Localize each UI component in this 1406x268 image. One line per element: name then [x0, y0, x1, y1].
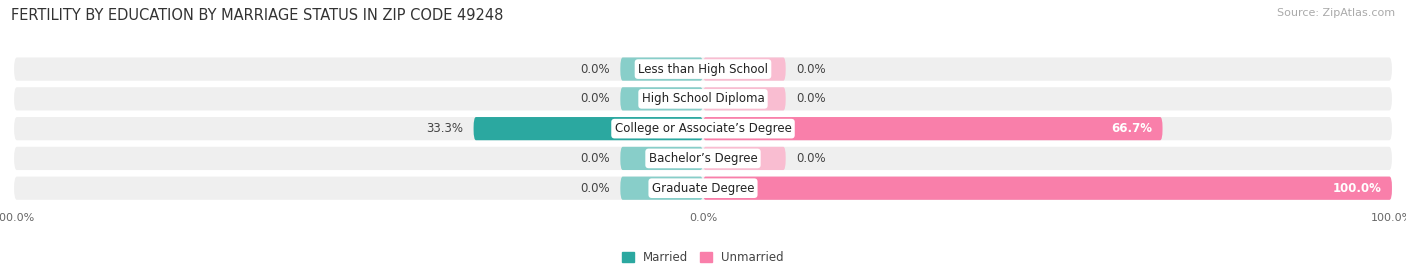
Text: FERTILITY BY EDUCATION BY MARRIAGE STATUS IN ZIP CODE 49248: FERTILITY BY EDUCATION BY MARRIAGE STATU… [11, 8, 503, 23]
FancyBboxPatch shape [620, 177, 703, 200]
Legend: Married, Unmarried: Married, Unmarried [621, 251, 785, 264]
Text: Bachelor’s Degree: Bachelor’s Degree [648, 152, 758, 165]
Text: High School Diploma: High School Diploma [641, 92, 765, 105]
Text: 0.0%: 0.0% [796, 92, 825, 105]
FancyBboxPatch shape [14, 147, 1392, 170]
FancyBboxPatch shape [474, 117, 703, 140]
FancyBboxPatch shape [620, 147, 703, 170]
Text: 0.0%: 0.0% [796, 63, 825, 76]
Text: Source: ZipAtlas.com: Source: ZipAtlas.com [1277, 8, 1395, 18]
Text: 0.0%: 0.0% [581, 182, 610, 195]
Text: 66.7%: 66.7% [1111, 122, 1152, 135]
FancyBboxPatch shape [703, 57, 786, 81]
FancyBboxPatch shape [14, 87, 1392, 110]
FancyBboxPatch shape [14, 57, 1392, 81]
Text: 100.0%: 100.0% [1333, 182, 1382, 195]
Text: 0.0%: 0.0% [581, 152, 610, 165]
FancyBboxPatch shape [703, 177, 1392, 200]
Text: Graduate Degree: Graduate Degree [652, 182, 754, 195]
Text: Less than High School: Less than High School [638, 63, 768, 76]
Text: 33.3%: 33.3% [426, 122, 463, 135]
FancyBboxPatch shape [703, 117, 1163, 140]
FancyBboxPatch shape [14, 117, 1392, 140]
Text: 0.0%: 0.0% [581, 92, 610, 105]
Text: 0.0%: 0.0% [581, 63, 610, 76]
FancyBboxPatch shape [620, 57, 703, 81]
FancyBboxPatch shape [14, 177, 1392, 200]
FancyBboxPatch shape [703, 87, 786, 110]
FancyBboxPatch shape [703, 147, 786, 170]
Text: 0.0%: 0.0% [796, 152, 825, 165]
FancyBboxPatch shape [620, 87, 703, 110]
Text: College or Associate’s Degree: College or Associate’s Degree [614, 122, 792, 135]
